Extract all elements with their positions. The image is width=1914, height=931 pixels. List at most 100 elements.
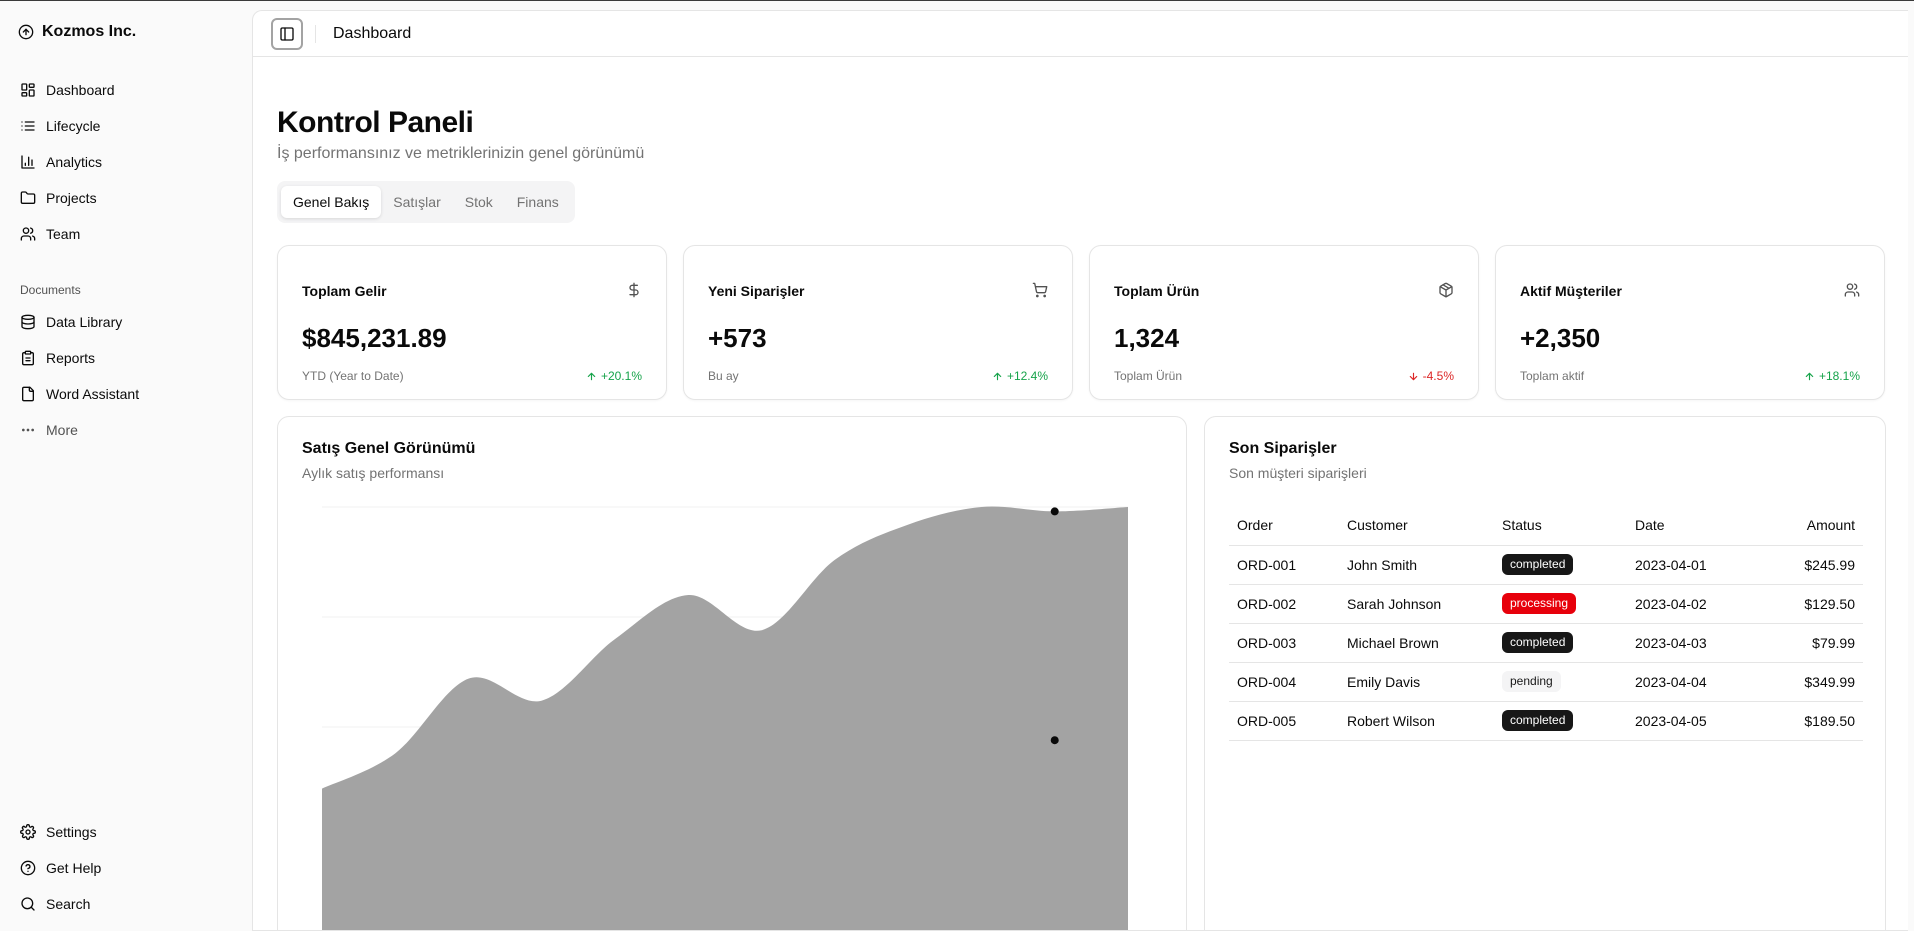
- order-amount: $349.99: [1755, 662, 1863, 702]
- order-id: ORD-004: [1229, 662, 1339, 702]
- table-row[interactable]: ORD-003 Michael Brown completed 2023-04-…: [1229, 623, 1863, 663]
- sidebar-item-label: Search: [46, 896, 91, 912]
- table-row[interactable]: ORD-004 Emily Davis pending 2023-04-04 $…: [1229, 662, 1863, 702]
- card-title: Toplam Ürün: [1114, 283, 1200, 299]
- table-row[interactable]: ORD-001 John Smith completed 2023-04-01 …: [1229, 545, 1863, 585]
- users-icon: [20, 227, 36, 241]
- sidebar-item-search[interactable]: Search: [10, 886, 240, 922]
- sidebar-item-more[interactable]: More: [10, 412, 240, 448]
- customer-name: John Smith: [1339, 545, 1494, 585]
- tab-stok[interactable]: Stok: [464, 194, 493, 210]
- kpi-card-total-products: Toplam Ürün 1,324 Toplam Ürün -4.5%: [1089, 245, 1479, 400]
- order-date: 2023-04-05: [1627, 701, 1756, 741]
- window-top-border: [0, 0, 1914, 1]
- customer-name: Michael Brown: [1339, 623, 1494, 663]
- sidebar-item-projects[interactable]: Projects: [10, 180, 240, 216]
- card-footnote: Bu ay: [708, 369, 739, 383]
- column-header-order: Order: [1229, 505, 1339, 546]
- order-amount: $245.99: [1755, 545, 1863, 585]
- sidebar-item-label: Lifecycle: [46, 118, 101, 134]
- orders-table: Order Customer Status Date Amount ORD-00…: [1229, 505, 1863, 741]
- order-amount: $79.99: [1755, 623, 1863, 663]
- arrow-up-icon: [993, 372, 1002, 380]
- sales-area-chart: [322, 506, 1128, 930]
- table-row[interactable]: ORD-005 Robert Wilson completed 2023-04-…: [1229, 701, 1863, 741]
- order-date: 2023-04-03: [1627, 623, 1756, 663]
- arrow-up-icon: [1805, 372, 1814, 380]
- chart-point-marker-1[interactable]: [1050, 507, 1059, 516]
- panel-left-icon: [280, 27, 294, 41]
- order-date: 2023-04-01: [1627, 545, 1756, 585]
- order-id: ORD-001: [1229, 545, 1339, 585]
- sidebar-item-label: Data Library: [46, 314, 123, 330]
- sidebar-item-reports[interactable]: Reports: [10, 340, 240, 376]
- order-id: ORD-005: [1229, 701, 1339, 741]
- dollar-icon: [629, 282, 639, 298]
- sidebar-item-label: Get Help: [46, 860, 102, 876]
- sidebar-item-team[interactable]: Team: [10, 216, 240, 252]
- chart-point-marker-2[interactable]: [1050, 736, 1059, 745]
- panel-title: Satış Genel Görünümü: [302, 440, 476, 457]
- dashboard-icon: [21, 83, 35, 97]
- sidebar-item-label: More: [46, 422, 78, 438]
- recent-orders-panel: Son Siparişler Son müşteri siparişleri O…: [1204, 416, 1886, 930]
- sidebar-item-data-library[interactable]: Data Library: [10, 304, 240, 340]
- kpi-card-active-customers: Aktif Müşteriler +2,350 Toplam aktif +18…: [1495, 245, 1885, 400]
- page-title: Kontrol Paneli: [277, 106, 474, 139]
- card-title: Toplam Gelir: [302, 283, 387, 299]
- sidebar-item-label: Dashboard: [46, 82, 115, 98]
- tab-genel-bakis[interactable]: Genel Bakış: [281, 186, 382, 218]
- sidebar-item-analytics[interactable]: Analytics: [10, 144, 240, 180]
- tab-satislar[interactable]: Satışlar: [393, 194, 441, 210]
- card-footnote: YTD (Year to Date): [302, 369, 404, 383]
- order-id: ORD-003: [1229, 623, 1339, 663]
- documents-section-label: Documents: [20, 283, 81, 297]
- sales-overview-panel: Satış Genel Görünümü Aylık satış perform…: [277, 416, 1187, 930]
- card-value: +573: [708, 323, 767, 353]
- card-value: 1,324: [1114, 323, 1180, 353]
- clipboard-icon: [22, 350, 34, 366]
- card-title: Yeni Siparişler: [708, 283, 805, 299]
- card-delta-value: +20.1%: [600, 369, 642, 383]
- column-header-status: Status: [1494, 505, 1627, 546]
- card-delta-value: +12.4%: [1006, 369, 1048, 383]
- list-icon: [21, 121, 35, 131]
- help-circle-icon: [20, 860, 36, 876]
- database-icon: [21, 314, 35, 330]
- sidebar-item-word-assistant[interactable]: Word Assistant: [10, 376, 240, 412]
- column-header-customer: Customer: [1339, 505, 1494, 546]
- sidebar-item-lifecycle[interactable]: Lifecycle: [10, 108, 240, 144]
- sidebar-item-dashboard[interactable]: Dashboard: [10, 72, 240, 108]
- brand[interactable]: Kozmos Inc.: [18, 23, 136, 41]
- card-value: $845,231.89: [302, 323, 447, 353]
- card-delta: +18.1%: [1804, 369, 1860, 383]
- order-date: 2023-04-02: [1627, 584, 1756, 624]
- card-value: +2,350: [1520, 323, 1601, 353]
- table-row[interactable]: ORD-002 Sarah Johnson processing 2023-04…: [1229, 584, 1863, 624]
- card-delta-value: -4.5%: [1422, 369, 1454, 383]
- sidebar-toggle-button[interactable]: [271, 18, 303, 50]
- panel-subtitle: Aylık satış performansı: [302, 465, 445, 481]
- status-badge: completed: [1502, 632, 1574, 653]
- sidebar-item-label: Team: [46, 226, 81, 242]
- card-delta-value: +18.1%: [1818, 369, 1860, 383]
- customer-name: Robert Wilson: [1339, 701, 1494, 741]
- card-delta: +12.4%: [992, 369, 1048, 383]
- gear-icon: [20, 824, 36, 840]
- header-title: Dashboard: [333, 25, 412, 42]
- sidebar-item-settings[interactable]: Settings: [10, 814, 240, 850]
- status-badge: completed: [1502, 710, 1574, 731]
- table-header-row: Order Customer Status Date Amount: [1229, 505, 1863, 546]
- header-divider: [315, 25, 316, 43]
- main-nav: Dashboard Lifecycle Analytics Projects T…: [10, 72, 240, 252]
- order-amount: $129.50: [1755, 584, 1863, 624]
- top-header: Dashboard: [253, 11, 1908, 57]
- sidebar-item-get-help[interactable]: Get Help: [10, 850, 240, 886]
- tab-finans[interactable]: Finans: [516, 194, 559, 210]
- documents-nav: Data Library Reports Word Assistant More: [10, 304, 240, 448]
- panel-title: Son Siparişler: [1229, 440, 1337, 457]
- sidebar-item-label: Reports: [46, 350, 96, 366]
- sidebar-item-label: Word Assistant: [46, 386, 140, 402]
- circle-arrow-up-icon: [18, 24, 34, 40]
- card-footnote: Toplam aktif: [1520, 369, 1585, 383]
